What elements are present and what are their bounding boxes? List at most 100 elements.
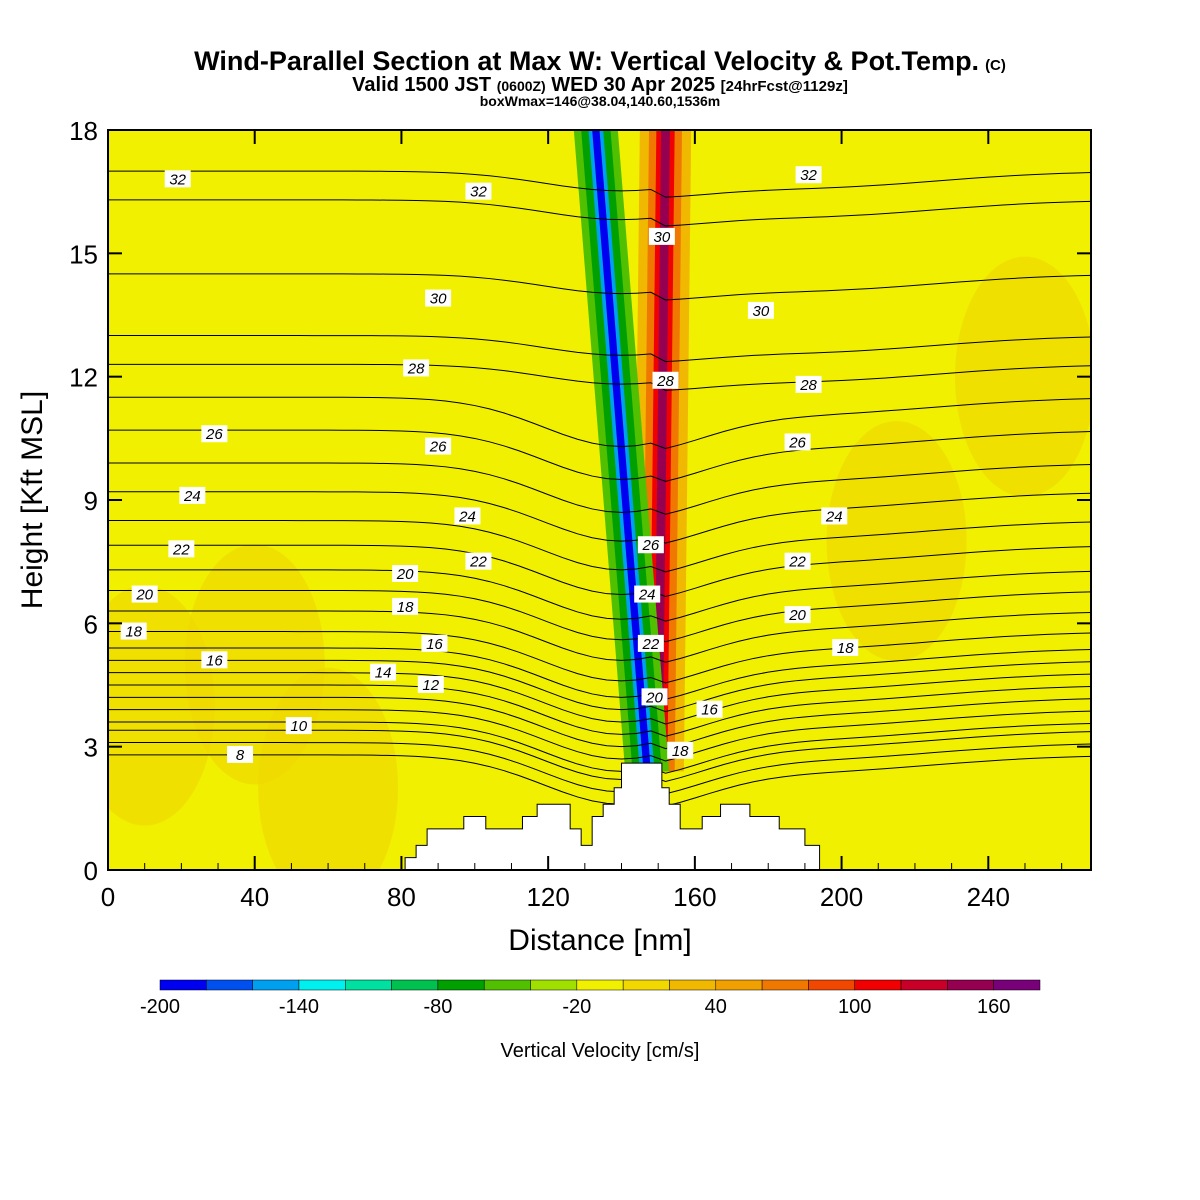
isentrope-label: 12	[422, 677, 439, 694]
warm-shade-2	[258, 667, 399, 870]
isentrope-label-box	[201, 425, 228, 443]
isentrope-label-box	[747, 301, 774, 319]
isentrope-label: 24	[638, 587, 656, 604]
isentrope-label: 22	[469, 554, 487, 571]
isentrope-label: 18	[125, 624, 142, 641]
isentrope-label-box	[637, 536, 664, 554]
isentrope-label: 32	[470, 184, 487, 201]
valid-time: Valid 1500 JST (0600Z) WED 30 Apr 2025 […	[352, 74, 848, 96]
y-tick-label: 9	[84, 486, 98, 516]
x-tick-label: 0	[101, 882, 115, 912]
isentrope-10	[108, 729, 1091, 783]
isentrope-label: 18	[837, 640, 854, 657]
isentrope-label-box	[392, 565, 419, 582]
isentrope-label: 22	[642, 636, 660, 653]
isentrope-label: 24	[458, 508, 476, 525]
isentrope-19	[108, 610, 1091, 663]
colorbar-swatch	[576, 979, 624, 991]
isentrope-label: 26	[642, 537, 660, 554]
colorbar-swatch	[669, 979, 717, 991]
terrain	[404, 762, 821, 870]
y-tick-label: 15	[69, 239, 98, 269]
colorbar-swatch	[391, 979, 439, 991]
isentrope-label: 26	[429, 439, 447, 456]
isentrope-25	[108, 462, 1091, 515]
isentrope-label-box	[784, 433, 811, 451]
isentrope-label-box	[421, 634, 448, 652]
isentrope-label-box	[179, 486, 206, 504]
isentrope-24	[108, 491, 1091, 544]
x-axis-label: Distance [nm]	[508, 924, 691, 957]
isentrope-label: 14	[375, 665, 392, 682]
isentrope-label-box	[648, 227, 675, 245]
colorbar-swatch	[437, 979, 485, 991]
isentrope-label: 20	[645, 689, 663, 706]
colorbar-tick-label: 100	[838, 996, 871, 1018]
isentrope-label: 20	[788, 607, 806, 624]
colorbar-swatch	[947, 979, 994, 991]
isentrope-label-box	[454, 507, 481, 525]
y-axis-label: Height [Kft MSL]	[16, 391, 49, 609]
isentrope-label-box	[641, 688, 668, 706]
isentrope-label: 16	[701, 702, 718, 719]
isentrope-label-box	[465, 552, 492, 570]
isentrope-label-box	[131, 585, 158, 603]
isentrope-label-box	[821, 507, 848, 525]
isentrope-label: 20	[396, 566, 414, 583]
isentrope-label-box	[120, 622, 147, 640]
colorbar-swatch	[808, 979, 855, 991]
isentrope-label: 26	[788, 434, 806, 451]
isentrope-label: 22	[788, 554, 806, 571]
isentrope-label-box	[285, 717, 312, 735]
isentrope-label: 16	[206, 652, 223, 669]
isentrope-label-box	[425, 289, 452, 307]
colorbar-swatch	[252, 979, 300, 991]
isentrope-label-box	[784, 552, 811, 570]
isentrope-label: 26	[205, 426, 223, 443]
isentrope-label-box	[634, 585, 661, 603]
colorbar-swatch	[993, 979, 1041, 991]
isentrope-17	[108, 647, 1091, 700]
isentrope-label: 8	[236, 747, 245, 764]
x-tick-label: 200	[820, 882, 863, 912]
colorbar-swatch	[622, 979, 670, 991]
colorbar-swatch	[298, 979, 346, 991]
x-tick-label: 40	[240, 882, 269, 912]
isentrope-label: 18	[397, 599, 414, 616]
isentrope-label-box	[667, 741, 694, 759]
isentrope-label: 20	[135, 587, 153, 604]
plot-area: 32 32 32 30 30 30 28 28 28 26 26 26 24 24 24 26 24 22 20 18…	[108, 130, 1091, 870]
isentrope-12	[108, 709, 1091, 762]
warm-shade-4	[954, 256, 1091, 497]
isentrope-label: 30	[654, 229, 671, 246]
colorbar-tick-label: 40	[705, 996, 727, 1018]
isentrope-26	[108, 429, 1091, 482]
isentrope-28	[108, 363, 1091, 391]
colorbar-tick-label: -200	[140, 996, 180, 1018]
colorbar-swatch	[483, 979, 531, 991]
isentrope-29	[108, 335, 1091, 363]
colorbar-swatch	[345, 979, 392, 991]
isentrope-label-box	[392, 597, 419, 615]
isentrope-label-box	[403, 359, 430, 377]
x-tick-label: 80	[387, 882, 416, 912]
colorbar-tick-label: -140	[279, 996, 319, 1018]
isentrope-14	[108, 684, 1091, 737]
box-max-info: boxWmax=146@38.04,140.60,1536m	[480, 93, 721, 109]
y-tick-label: 3	[84, 733, 98, 763]
isentrope-label-box	[164, 170, 191, 188]
isentrope-label-box	[168, 540, 195, 558]
isentrope-label-box	[425, 437, 452, 455]
isentrope-label: 32	[169, 171, 186, 188]
isentrope-16	[108, 659, 1091, 713]
colorbar: -200 -140 -80 -20 40 100 160	[140, 979, 1041, 1018]
isentrope-label: 28	[656, 373, 674, 390]
y-tick-label: 12	[69, 363, 98, 393]
isentrope-label-box	[370, 663, 397, 681]
colorbar-label: Vertical Velocity [cm/s]	[501, 1040, 700, 1062]
colorbar-swatch	[159, 979, 207, 991]
isentrope-label: 18	[672, 743, 689, 760]
isentrope-label-box	[832, 639, 859, 656]
isentrope-31	[108, 199, 1091, 227]
